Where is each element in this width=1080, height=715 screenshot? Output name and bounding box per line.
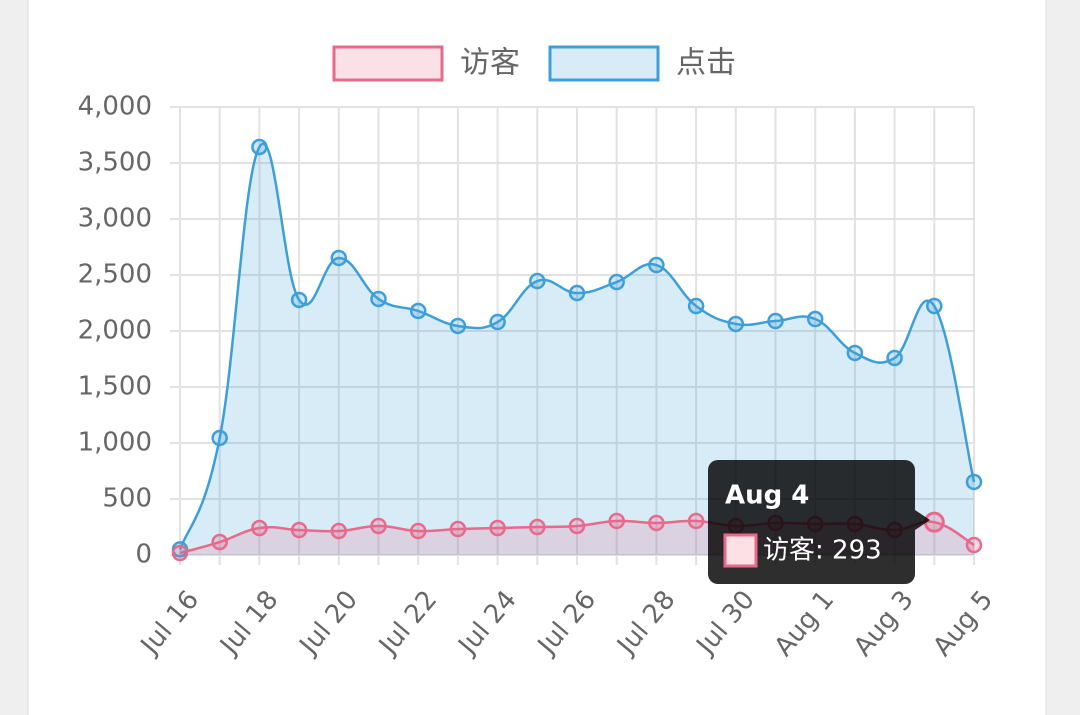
y-tick-label: 2,000 — [78, 316, 152, 346]
line — [178, 142, 976, 550]
point — [687, 512, 705, 530]
point — [886, 349, 903, 367]
point — [608, 273, 625, 291]
point — [568, 517, 586, 535]
point — [449, 520, 467, 538]
point — [806, 310, 824, 328]
legend-swatch — [548, 45, 660, 82]
y-tick-label: 500 — [102, 484, 152, 514]
point — [767, 312, 784, 330]
point — [489, 313, 506, 331]
point — [648, 256, 665, 274]
point — [727, 315, 745, 333]
point — [409, 302, 427, 320]
point — [608, 512, 625, 530]
point — [568, 284, 586, 302]
point — [923, 511, 945, 533]
tooltip-label: 访客: 293 — [763, 536, 882, 566]
tooltip-swatch — [723, 533, 758, 568]
tooltip-title: Aug 4 — [725, 481, 809, 511]
area — [180, 143, 974, 555]
point — [330, 249, 348, 267]
legend-swatch — [332, 45, 444, 82]
point — [529, 518, 546, 536]
point — [370, 290, 387, 308]
point — [409, 522, 427, 540]
point — [370, 517, 387, 535]
y-tick-label: 4,000 — [78, 92, 152, 122]
y-tick-label: 1,500 — [78, 372, 152, 402]
point — [330, 522, 348, 540]
point — [965, 473, 983, 491]
point — [211, 533, 228, 551]
tooltip-box — [708, 460, 915, 584]
y-tick-label: 3,000 — [78, 204, 152, 234]
point — [290, 291, 308, 309]
point — [449, 317, 467, 335]
point — [251, 138, 268, 156]
legend-label: 点击 — [676, 46, 736, 81]
point — [926, 297, 943, 315]
y-tick-label: 0 — [135, 540, 152, 570]
point — [489, 519, 506, 537]
point — [529, 272, 546, 290]
point — [211, 429, 228, 447]
point — [290, 521, 308, 539]
point — [251, 519, 268, 537]
point — [965, 536, 983, 554]
y-tick-label: 1,000 — [78, 428, 152, 458]
point — [687, 297, 705, 315]
point — [648, 514, 665, 532]
tooltip-caret — [915, 510, 930, 530]
legend-label: 访客 — [460, 46, 520, 81]
tooltip: Aug 4 访客: 293 — [708, 460, 930, 584]
y-tick-label: 3,500 — [78, 148, 152, 178]
point — [846, 344, 864, 362]
y-tick-label: 2,500 — [78, 260, 152, 290]
point — [171, 544, 189, 562]
